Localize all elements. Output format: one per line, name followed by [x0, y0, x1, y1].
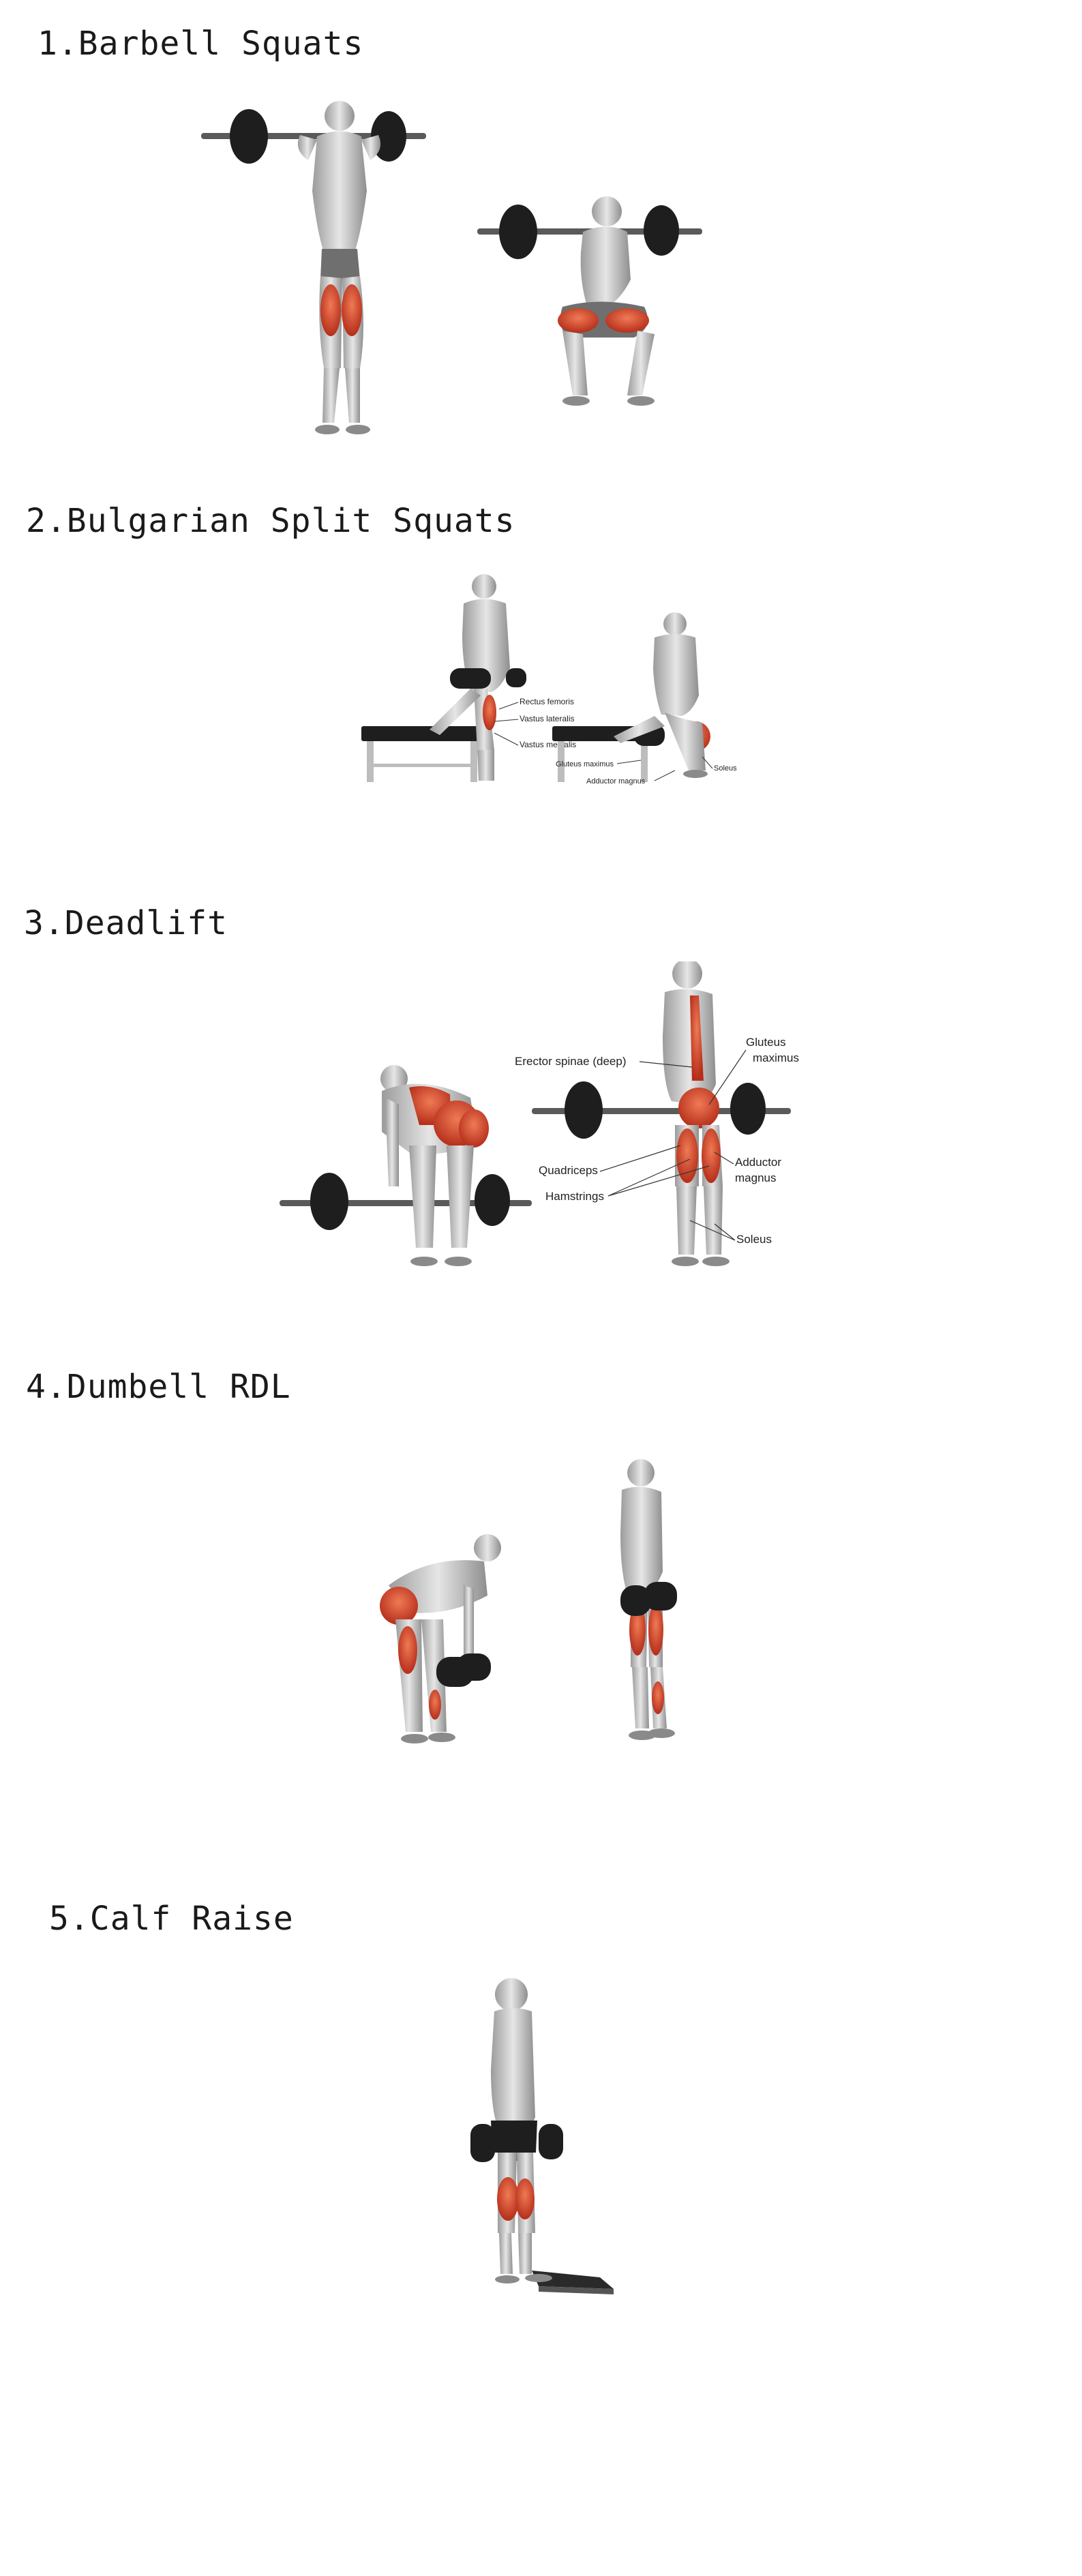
figure-standing: [532, 961, 791, 1266]
bulgarian-split-squats-illustration: Rectus femoris Vastus lateralis Vastus m…: [361, 574, 737, 785]
exercise-dumbell-rdl: 4.Dumbell RDL: [0, 1350, 1082, 1882]
exercise-title: 2.Bulgarian Split Squats: [26, 502, 515, 540]
muscle-label: Adductor magnus: [586, 777, 646, 785]
figure-standing: [620, 1459, 677, 1740]
dumbell-rdl-illustration: [380, 1459, 677, 1743]
exercise-title: 1.Barbell Squats: [37, 25, 364, 63]
muscle-label: Adductor: [735, 1156, 781, 1169]
muscle-label: maximus: [753, 1051, 799, 1064]
muscle-label: Erector spinae (deep): [515, 1055, 626, 1068]
figure-bent: [280, 1065, 532, 1266]
exercise-title: 5.Calf Raise: [49, 1900, 294, 1938]
muscle-label: Vastus medialis: [520, 740, 576, 749]
muscle-label: Gluteus: [746, 1036, 786, 1049]
exercise-deadlift: 3.Deadlift: [0, 859, 1082, 1350]
muscle-label: Rectus femoris: [520, 697, 574, 706]
exercise-title: 4.Dumbell RDL: [26, 1368, 291, 1406]
exercise-title: 3.Deadlift: [24, 904, 228, 942]
figure-bent: [380, 1534, 501, 1743]
muscle-label: magnus: [735, 1171, 776, 1184]
muscle-label: Vastus lateralis: [520, 714, 574, 723]
muscle-label: Soleus: [736, 1233, 772, 1246]
exercise-bulgarian-split-squats: 2.Bulgarian Split Squats Rectus femoris …: [0, 477, 1082, 859]
muscle-label: Quadriceps: [539, 1164, 598, 1177]
barbell-squats-illustration: [201, 101, 702, 434]
figure-squatting: [477, 196, 702, 406]
muscle-label: Hamstrings: [545, 1190, 604, 1203]
muscle-label: Soleus: [714, 764, 737, 773]
deadlift-illustration: Erector spinae (deep) Gluteus maximus Qu…: [280, 961, 799, 1266]
exercise-calf-raise: 5.Calf Raise: [0, 1882, 1082, 2576]
figure-standing: [201, 101, 426, 434]
calf-raise-illustration: [470, 1978, 614, 2294]
muscle-label: Gluteus maximus: [556, 760, 614, 768]
exercise-barbell-squats: 1.Barbell Squats: [0, 0, 1082, 477]
